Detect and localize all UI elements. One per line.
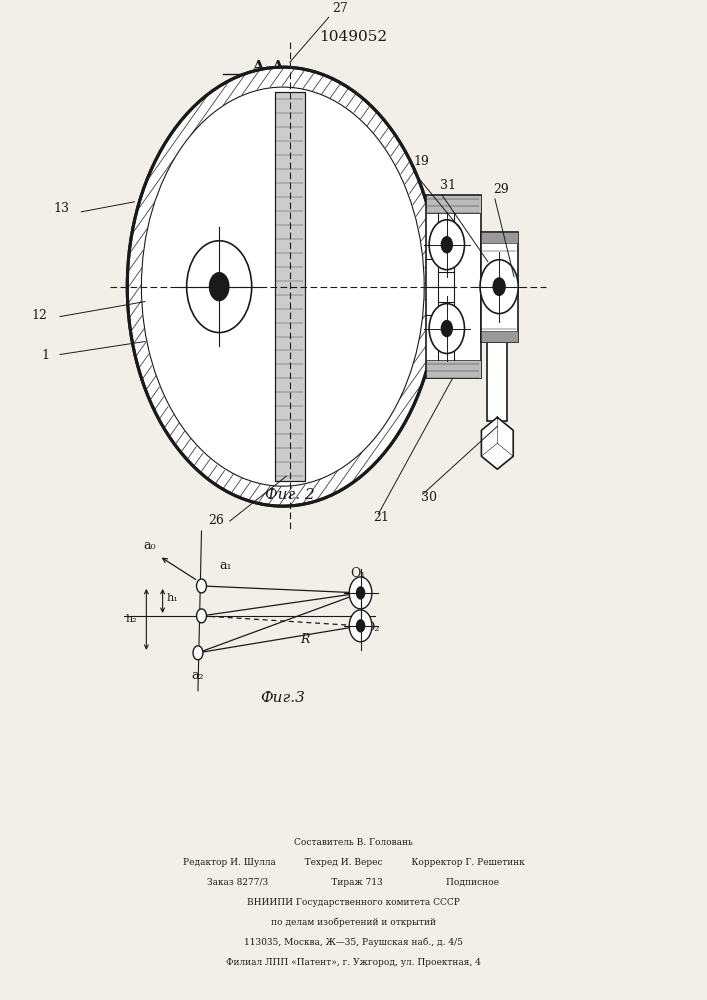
Bar <box>426 195 481 213</box>
Text: Фиг. 2: Фиг. 2 <box>265 488 315 502</box>
Text: h₁: h₁ <box>167 593 178 603</box>
Text: a₁: a₁ <box>219 559 232 572</box>
Text: Редактор И. Шулла          Техред И. Верес          Корректор Г. Решетинк: Редактор И. Шулла Техред И. Верес Коррек… <box>182 858 525 867</box>
Text: 26: 26 <box>209 514 224 527</box>
Text: a₂: a₂ <box>191 669 204 682</box>
Bar <box>275 92 305 481</box>
Bar <box>481 232 518 243</box>
Text: ВНИИПИ Государственного комитета СССР: ВНИИПИ Государственного комитета СССР <box>247 898 460 907</box>
Circle shape <box>356 619 366 633</box>
Text: O₁: O₁ <box>350 567 366 580</box>
Text: Филиал ЛПП «Патент», г. Ужгород, ул. Проектная, 4: Филиал ЛПП «Патент», г. Ужгород, ул. Про… <box>226 958 481 967</box>
Text: 1: 1 <box>41 349 49 362</box>
Text: 30: 30 <box>421 491 438 504</box>
Circle shape <box>356 586 366 600</box>
Bar <box>481 331 518 342</box>
Circle shape <box>440 320 453 337</box>
Circle shape <box>429 304 464 353</box>
Bar <box>426 360 481 378</box>
Text: Фиг.3: Фиг.3 <box>260 691 305 705</box>
Text: 1049052: 1049052 <box>320 30 387 44</box>
Circle shape <box>429 220 464 270</box>
Text: 29: 29 <box>493 183 509 196</box>
Text: 19: 19 <box>414 155 429 168</box>
Circle shape <box>127 67 438 506</box>
Text: 21: 21 <box>373 511 389 524</box>
Text: h₂: h₂ <box>125 614 136 624</box>
Bar <box>426 195 481 378</box>
Text: Составитель В. Головань: Составитель В. Головань <box>294 838 413 847</box>
Bar <box>481 232 518 342</box>
Circle shape <box>197 579 206 593</box>
Circle shape <box>197 609 206 623</box>
Circle shape <box>187 241 252 333</box>
Circle shape <box>480 260 518 314</box>
Circle shape <box>349 610 372 642</box>
Circle shape <box>349 577 372 609</box>
Circle shape <box>493 277 506 296</box>
Text: А-А: А-А <box>252 59 286 76</box>
Text: по делам изобретений и открытий: по делам изобретений и открытий <box>271 917 436 927</box>
Text: a₀: a₀ <box>144 539 156 552</box>
Polygon shape <box>481 417 513 469</box>
Text: Заказ 8277/3                      Тираж 713                      Подписное: Заказ 8277/3 Тираж 713 Подписное <box>207 878 500 887</box>
Text: 12: 12 <box>32 309 47 322</box>
Bar <box>487 342 507 421</box>
Text: 31: 31 <box>440 179 456 192</box>
Text: 113035, Москва, Ж—35, Раушская наб., д. 4/5: 113035, Москва, Ж—35, Раушская наб., д. … <box>244 937 463 947</box>
Circle shape <box>193 646 203 660</box>
Circle shape <box>209 272 230 301</box>
Text: R: R <box>300 633 310 646</box>
Text: 27: 27 <box>332 2 348 15</box>
Bar <box>275 92 305 481</box>
Circle shape <box>141 87 424 486</box>
Text: O₂: O₂ <box>364 621 380 634</box>
Text: 13: 13 <box>53 202 69 215</box>
Circle shape <box>440 236 453 253</box>
